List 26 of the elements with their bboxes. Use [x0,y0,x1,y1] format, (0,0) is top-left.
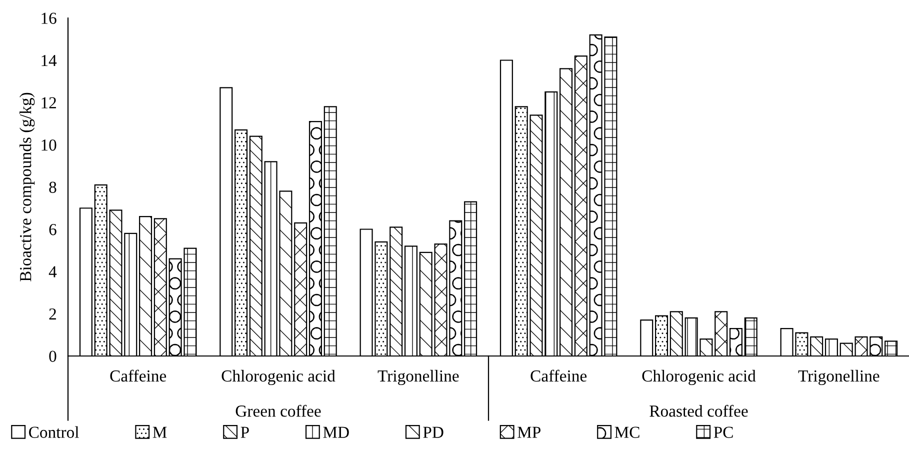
y-tick-label: 6 [49,224,56,236]
y-tick-label: 12 [42,97,56,108]
legend-label: PC [714,426,733,438]
x-tick-label: Trigonelline [798,370,880,386]
x-tick-label: Chlorogenic acid [642,370,756,386]
y-tick-label: 10 [42,139,56,151]
y-tick-label: 8 [49,182,56,193]
x-tick-label: Chlorogenic acid [222,370,336,386]
y-tick-label: 2 [49,308,56,320]
y-tick-label: 0 [49,350,56,362]
legend-label: Control [29,426,79,438]
legend-label: MD [323,426,349,438]
text: Roasted coffee [650,404,748,417]
x-tick-label: Caffeine [110,370,166,382]
text: Green coffee [236,404,321,417]
legend-label: M [152,426,167,438]
y-tick-label: 4 [48,266,57,278]
legend-label: MC [614,426,640,438]
legend-label: PD [423,426,444,438]
x-tick-label: Caffeine [530,370,587,382]
y-tick-label: 14 [42,55,57,66]
y-tick-label: 16 [42,12,56,24]
x-tick-label: Trigonelline [378,370,459,386]
legend-label: P [240,426,249,438]
legend-label: MP [518,426,540,438]
y-axis-title: Bioactive compounds (g/kg) [20,92,35,282]
